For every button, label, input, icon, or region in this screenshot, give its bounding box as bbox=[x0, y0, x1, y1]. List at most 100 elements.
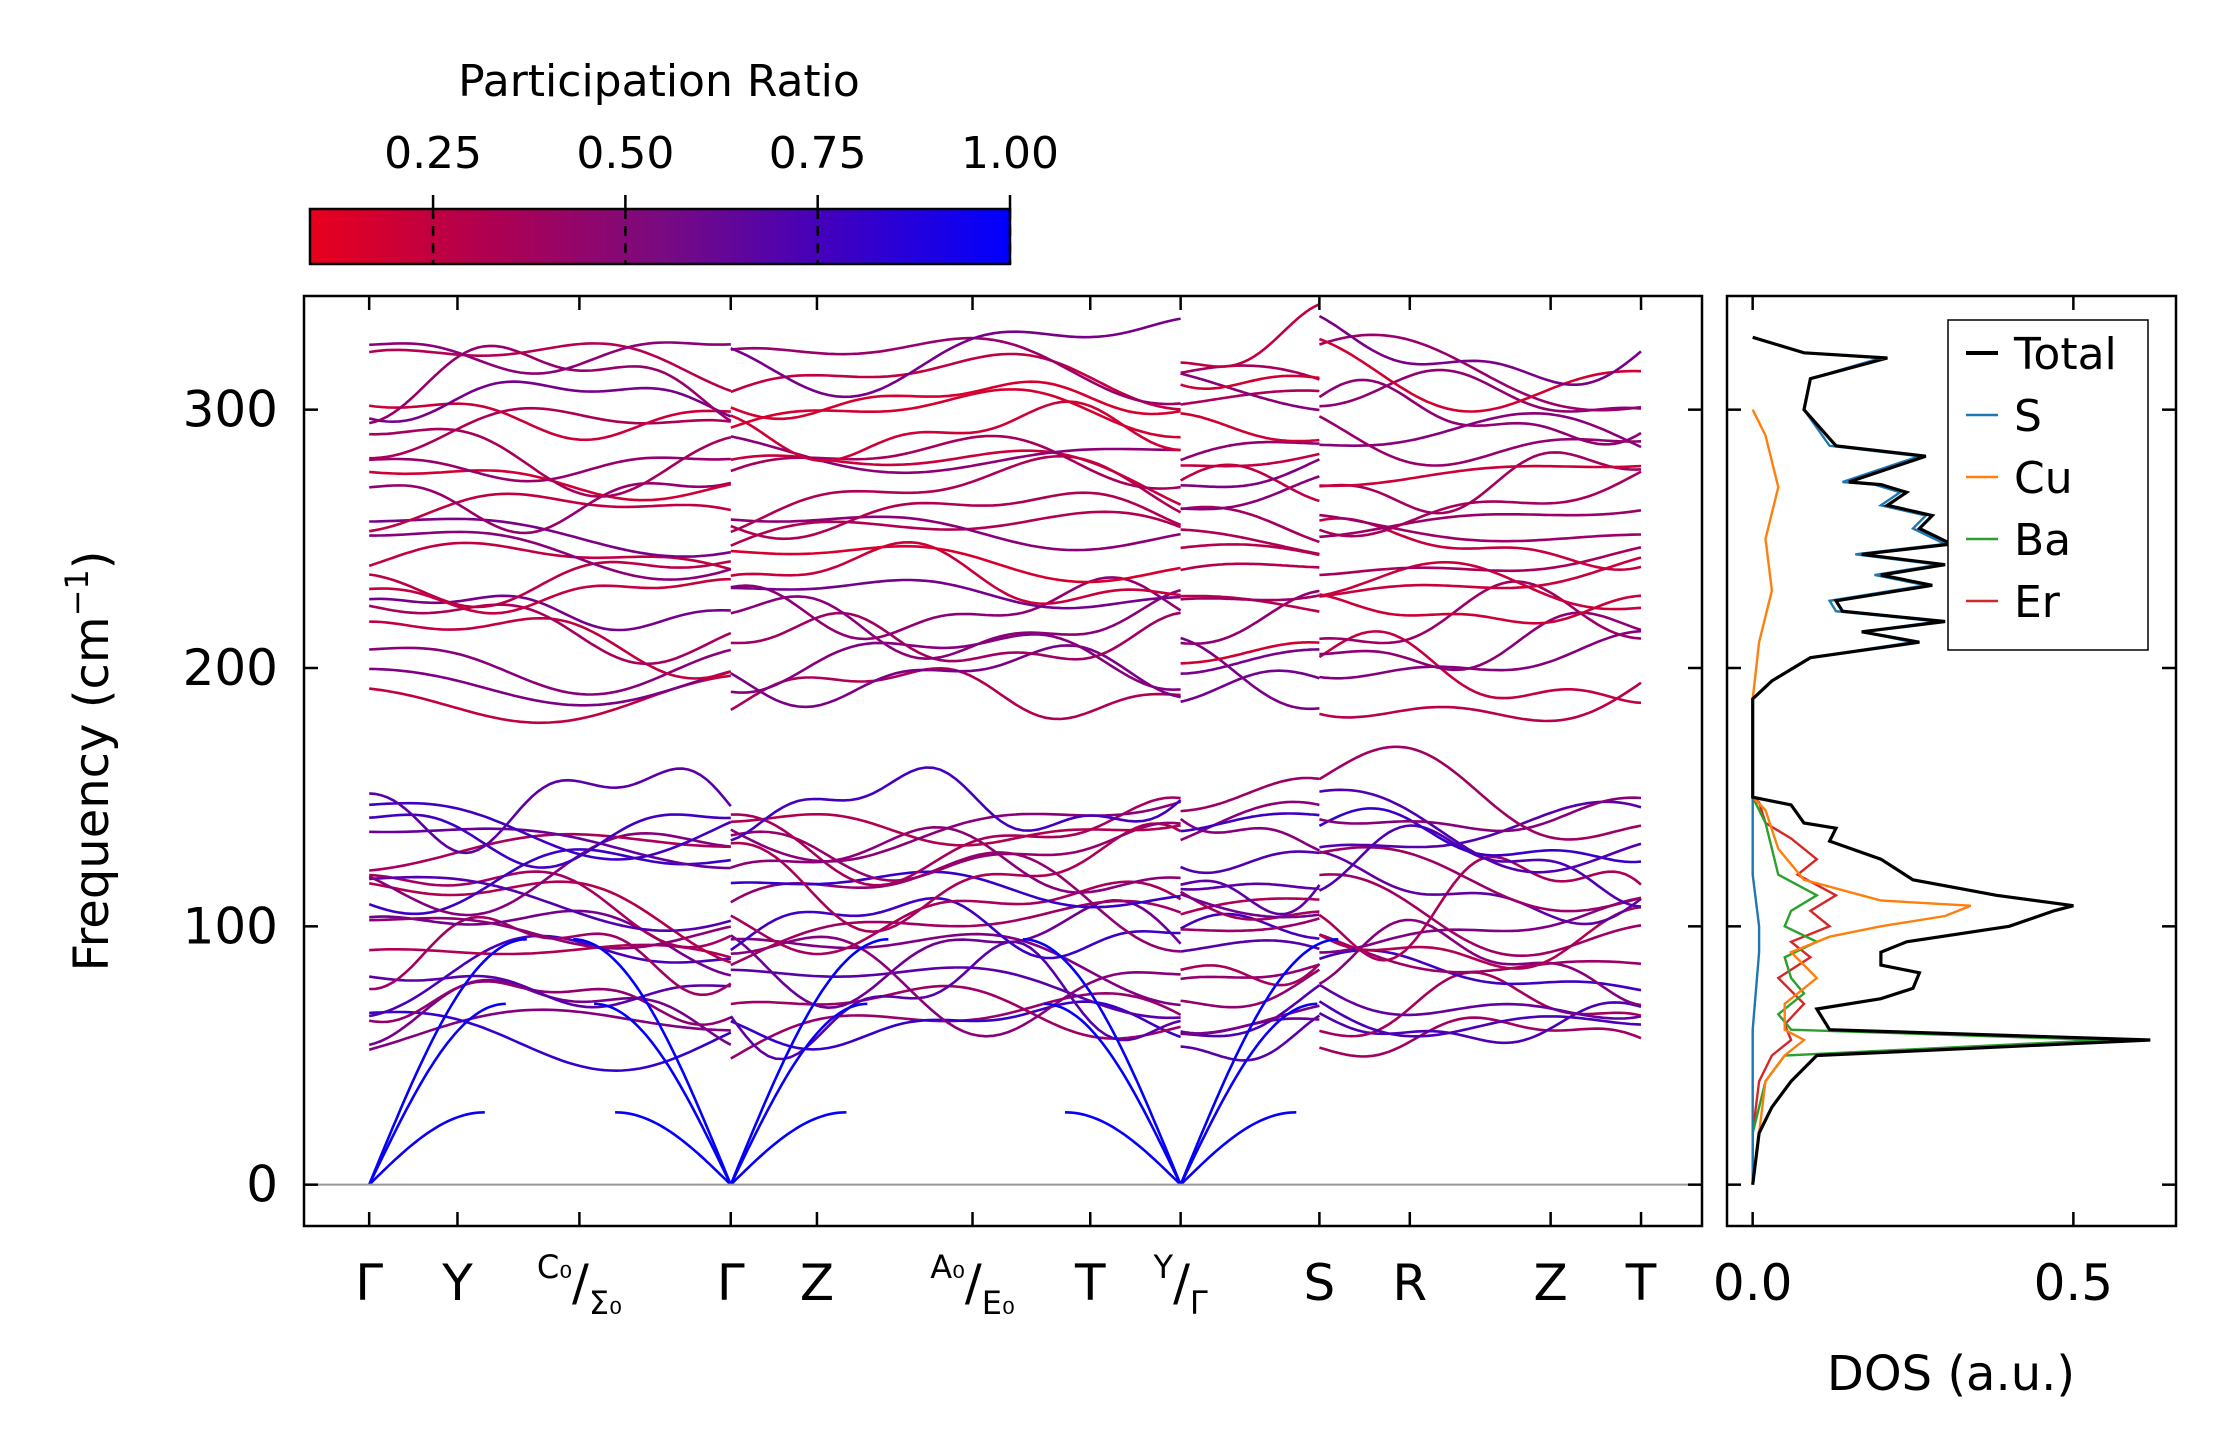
phonon-band-line bbox=[1180, 641, 1320, 665]
legend-label: Cu bbox=[2014, 453, 2073, 504]
phonon-band-line bbox=[1180, 364, 1320, 381]
phonon-band-line bbox=[368, 880, 732, 964]
phonon-band-line bbox=[1319, 464, 1642, 488]
acoustic-band-line bbox=[729, 938, 889, 1186]
phonon-band-line bbox=[1319, 846, 1642, 913]
phonon-band-line bbox=[1180, 452, 1320, 468]
phonon-band-line bbox=[1319, 681, 1642, 723]
phonon-band-line bbox=[1180, 879, 1321, 916]
acoustic-band-line bbox=[1179, 1002, 1318, 1186]
phonon-band-line bbox=[1319, 513, 1642, 543]
phonon-band-line bbox=[369, 560, 732, 609]
phonon-band-line bbox=[368, 978, 732, 1047]
phonon-band-line bbox=[1319, 611, 1642, 672]
acoustic-band-line bbox=[1179, 1111, 1297, 1186]
phonon-band-line bbox=[1319, 850, 1642, 926]
colorbar-tick-label: 0.75 bbox=[769, 128, 867, 179]
phonon-band-line bbox=[1319, 411, 1642, 449]
phonon-band-line bbox=[730, 899, 1182, 967]
dos-legend: Total S Cu Ba Er bbox=[1947, 319, 2149, 651]
acoustic-band-line bbox=[1043, 1002, 1182, 1186]
phonon-band-line bbox=[1319, 629, 1642, 680]
phonon-band-line bbox=[369, 915, 732, 997]
dos-series-er bbox=[1751, 796, 1839, 1185]
kpath-label: Y bbox=[441, 1254, 473, 1312]
phonon-band-line bbox=[1319, 561, 1642, 611]
phonon-band-line bbox=[1318, 314, 1642, 386]
phonon-band-line bbox=[1180, 968, 1321, 1009]
dos-axes-frame bbox=[1725, 294, 2178, 1228]
phonon-band-line bbox=[1319, 546, 1642, 577]
phonon-band-line bbox=[730, 510, 1182, 547]
dos-x-axis-title: DOS (a.u.) bbox=[1827, 1346, 2075, 1402]
kpath-label: A₀/E₀ bbox=[930, 1248, 1015, 1322]
phonon-band-line bbox=[730, 540, 1181, 606]
phonon-band-line bbox=[1180, 636, 1320, 711]
phonon-band-line bbox=[1319, 333, 1642, 412]
colorbar-tick-label: 1.00 bbox=[961, 128, 1059, 179]
phonon-band-line bbox=[1318, 983, 1642, 1020]
phonon-band-line bbox=[730, 935, 1181, 1038]
phonon-band-line bbox=[1180, 917, 1320, 933]
dos-ticks: 0.0 0.5 bbox=[1713, 296, 2176, 1312]
phonon-band-line bbox=[369, 909, 732, 977]
phonon-band-line bbox=[730, 766, 1182, 842]
phonon-band-line bbox=[1319, 796, 1642, 833]
phonon-band-line bbox=[368, 603, 732, 666]
phonon-band-line bbox=[368, 344, 732, 425]
phonon-band-line bbox=[730, 434, 1181, 490]
legend-label: Ba bbox=[2014, 515, 2071, 566]
phonon-band-line bbox=[1180, 412, 1320, 443]
legend-box bbox=[1947, 319, 2149, 651]
phonon-band-line bbox=[1180, 528, 1320, 556]
phonon-band-line bbox=[369, 767, 732, 855]
phonon-band-line bbox=[730, 336, 1181, 406]
phonon-band-line bbox=[1318, 337, 1642, 413]
kpath-label: T bbox=[1625, 1254, 1657, 1312]
phonon-band-line bbox=[730, 880, 1182, 956]
phonon-band-line bbox=[1318, 933, 1642, 974]
band-kpath-ticks: Γ Y C₀/Σ₀ Γ Z A₀/E₀ T Y/Γ S R Z T bbox=[355, 296, 1657, 1322]
phonon-band-line bbox=[1319, 896, 1642, 954]
acoustic-band-line bbox=[1179, 938, 1339, 1186]
kpath-label: Γ bbox=[717, 1254, 745, 1312]
dos-panel: 0.0 0.5 DOS (a.u.) Total S Cu Ba Er bbox=[1713, 294, 2178, 1402]
phonon-band-line bbox=[369, 974, 731, 1009]
band-y-tick-label: 100 bbox=[183, 897, 278, 955]
phonon-band-line bbox=[1180, 303, 1320, 368]
phonon-band-line bbox=[730, 800, 1181, 863]
phonon-band-line bbox=[368, 831, 731, 917]
phonon-band-line bbox=[730, 633, 1181, 694]
dos-series-cu bbox=[1751, 409, 1972, 1185]
phonon-band-line bbox=[1318, 1000, 1642, 1038]
phonon-band-line bbox=[1180, 812, 1320, 833]
phonon-band-line bbox=[1180, 374, 1320, 390]
phonon-band-line bbox=[1180, 440, 1320, 462]
phonon-band-line bbox=[1319, 593, 1642, 625]
phonon-band-line bbox=[730, 491, 1182, 541]
phonon-band-line bbox=[1318, 470, 1642, 538]
colorbar-tick-label: 0.25 bbox=[384, 128, 482, 179]
phonon-band-line bbox=[1180, 1004, 1320, 1035]
phonon-band-line bbox=[1180, 505, 1320, 544]
phonon-band-line bbox=[369, 517, 732, 558]
phonon-band-line bbox=[730, 578, 1181, 610]
acoustic-band-line bbox=[368, 1002, 506, 1186]
phonon-band-line bbox=[369, 813, 731, 869]
phonon-band-line bbox=[1319, 451, 1642, 515]
phonon-band-line bbox=[1319, 800, 1642, 849]
phonon-band-line bbox=[1319, 971, 1642, 1038]
kpath-label: Z bbox=[1534, 1254, 1568, 1312]
phonon-band-line bbox=[369, 667, 732, 707]
dos-series-total bbox=[1751, 335, 2151, 1185]
band-y-tick-label: 300 bbox=[183, 381, 278, 439]
acoustic-band-line bbox=[573, 938, 733, 1186]
kpath-label: Y/Γ bbox=[1153, 1248, 1208, 1322]
colorbar-tick-label: 0.50 bbox=[576, 128, 674, 179]
band-y-ticks: 0 100 200 300 bbox=[183, 381, 1702, 1214]
phonon-band-line bbox=[368, 492, 732, 533]
phonon-band-line bbox=[730, 825, 1181, 894]
phonon-band-line bbox=[730, 576, 1182, 641]
dos-curves bbox=[1751, 335, 2151, 1185]
